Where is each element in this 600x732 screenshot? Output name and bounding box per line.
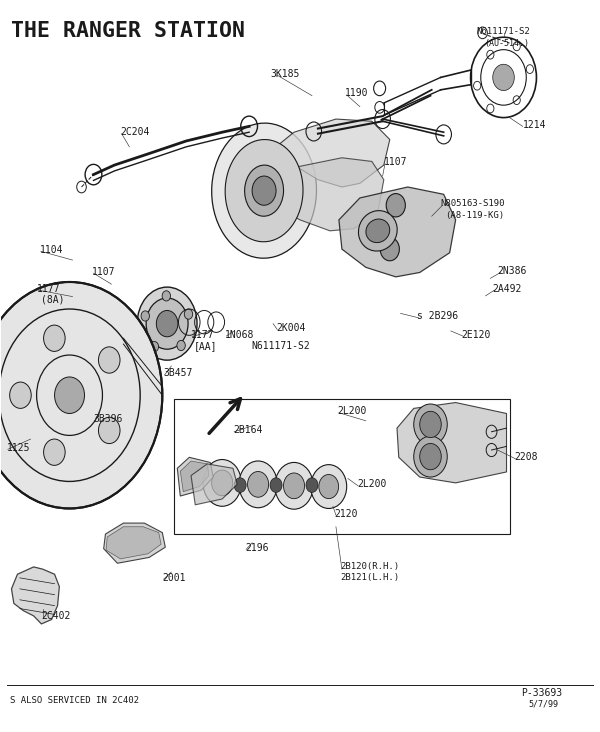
Ellipse shape <box>225 140 303 242</box>
Text: 2B120(R.H.): 2B120(R.H.) <box>341 561 400 571</box>
Text: S ALSO SERVICED IN 2C402: S ALSO SERVICED IN 2C402 <box>10 696 139 705</box>
Ellipse shape <box>358 211 397 251</box>
Text: 2001: 2001 <box>163 573 186 583</box>
Circle shape <box>150 342 158 352</box>
Ellipse shape <box>245 165 284 216</box>
Text: 1104: 1104 <box>40 244 63 255</box>
Circle shape <box>275 463 313 509</box>
Text: (AU-514.): (AU-514.) <box>484 39 529 48</box>
Ellipse shape <box>212 123 316 258</box>
Text: 1177: 1177 <box>37 283 60 294</box>
Text: 5/7/99: 5/7/99 <box>529 700 559 709</box>
Circle shape <box>311 465 347 509</box>
Text: 2120: 2120 <box>335 509 358 518</box>
Circle shape <box>319 474 338 498</box>
Text: 3K185: 3K185 <box>270 69 299 79</box>
Text: 2B121(L.H.): 2B121(L.H.) <box>341 572 400 582</box>
Circle shape <box>141 311 149 321</box>
Circle shape <box>98 417 120 444</box>
Text: N611171-S2: N611171-S2 <box>251 340 310 351</box>
Polygon shape <box>104 523 166 563</box>
Polygon shape <box>397 403 506 483</box>
Polygon shape <box>106 527 161 559</box>
Text: 1190: 1190 <box>345 89 368 99</box>
Text: (8A): (8A) <box>41 294 65 305</box>
Circle shape <box>239 461 277 508</box>
Text: [AA]: [AA] <box>193 341 217 351</box>
Circle shape <box>44 325 65 351</box>
Polygon shape <box>11 567 59 624</box>
Text: 2E120: 2E120 <box>461 329 491 340</box>
Circle shape <box>234 478 246 493</box>
Text: 1125: 1125 <box>7 443 30 453</box>
Text: 3B457: 3B457 <box>164 368 193 378</box>
Text: 1107: 1107 <box>92 266 115 277</box>
Polygon shape <box>191 464 237 505</box>
Circle shape <box>177 340 185 351</box>
Text: 2L200: 2L200 <box>338 406 367 417</box>
Circle shape <box>380 237 400 261</box>
Polygon shape <box>180 461 209 492</box>
Text: 1177: 1177 <box>191 330 215 340</box>
Circle shape <box>414 404 447 445</box>
Text: (A8-119-KG): (A8-119-KG) <box>445 211 505 220</box>
Polygon shape <box>267 158 384 231</box>
Circle shape <box>184 309 193 319</box>
Circle shape <box>420 444 441 470</box>
Text: 2L200: 2L200 <box>357 479 386 490</box>
Circle shape <box>270 478 282 493</box>
Circle shape <box>283 473 305 498</box>
Text: 2A492: 2A492 <box>493 283 522 294</box>
Text: N805163-S190: N805163-S190 <box>440 199 505 209</box>
Text: 1107: 1107 <box>384 157 407 167</box>
Polygon shape <box>177 458 213 496</box>
Circle shape <box>306 478 318 493</box>
Text: 2208: 2208 <box>514 452 538 463</box>
Text: P-33693: P-33693 <box>521 688 563 698</box>
Circle shape <box>157 310 178 337</box>
Circle shape <box>10 382 31 408</box>
Circle shape <box>162 291 170 301</box>
Circle shape <box>248 471 269 497</box>
Text: 2C402: 2C402 <box>41 611 71 621</box>
Circle shape <box>55 377 85 414</box>
Ellipse shape <box>366 219 390 242</box>
Circle shape <box>146 298 188 349</box>
Text: 2N386: 2N386 <box>497 266 527 276</box>
Bar <box>174 399 509 534</box>
Circle shape <box>414 436 447 477</box>
Circle shape <box>252 176 276 205</box>
Circle shape <box>98 347 120 373</box>
Circle shape <box>44 439 65 466</box>
Circle shape <box>0 282 163 509</box>
Text: THE RANGER STATION: THE RANGER STATION <box>11 21 245 41</box>
Text: 2196: 2196 <box>245 543 268 553</box>
Circle shape <box>420 411 441 438</box>
Polygon shape <box>276 119 390 187</box>
Polygon shape <box>339 187 455 277</box>
Circle shape <box>386 193 406 217</box>
Text: 2K004: 2K004 <box>276 323 305 333</box>
Circle shape <box>137 287 197 360</box>
Text: 2B164: 2B164 <box>233 425 262 436</box>
Text: 3B396: 3B396 <box>94 414 123 425</box>
Text: N611171-S2: N611171-S2 <box>476 27 530 36</box>
Circle shape <box>493 64 514 91</box>
Text: s 2B296: s 2B296 <box>418 311 458 321</box>
Circle shape <box>212 470 233 496</box>
Text: 2C204: 2C204 <box>121 127 150 137</box>
Circle shape <box>203 460 241 507</box>
Text: 1N068: 1N068 <box>225 329 254 340</box>
Text: 1214: 1214 <box>523 120 546 130</box>
